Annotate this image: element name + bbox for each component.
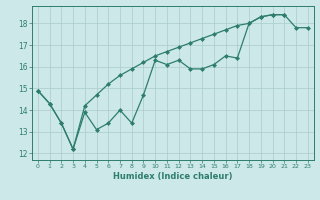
X-axis label: Humidex (Indice chaleur): Humidex (Indice chaleur): [113, 172, 233, 181]
